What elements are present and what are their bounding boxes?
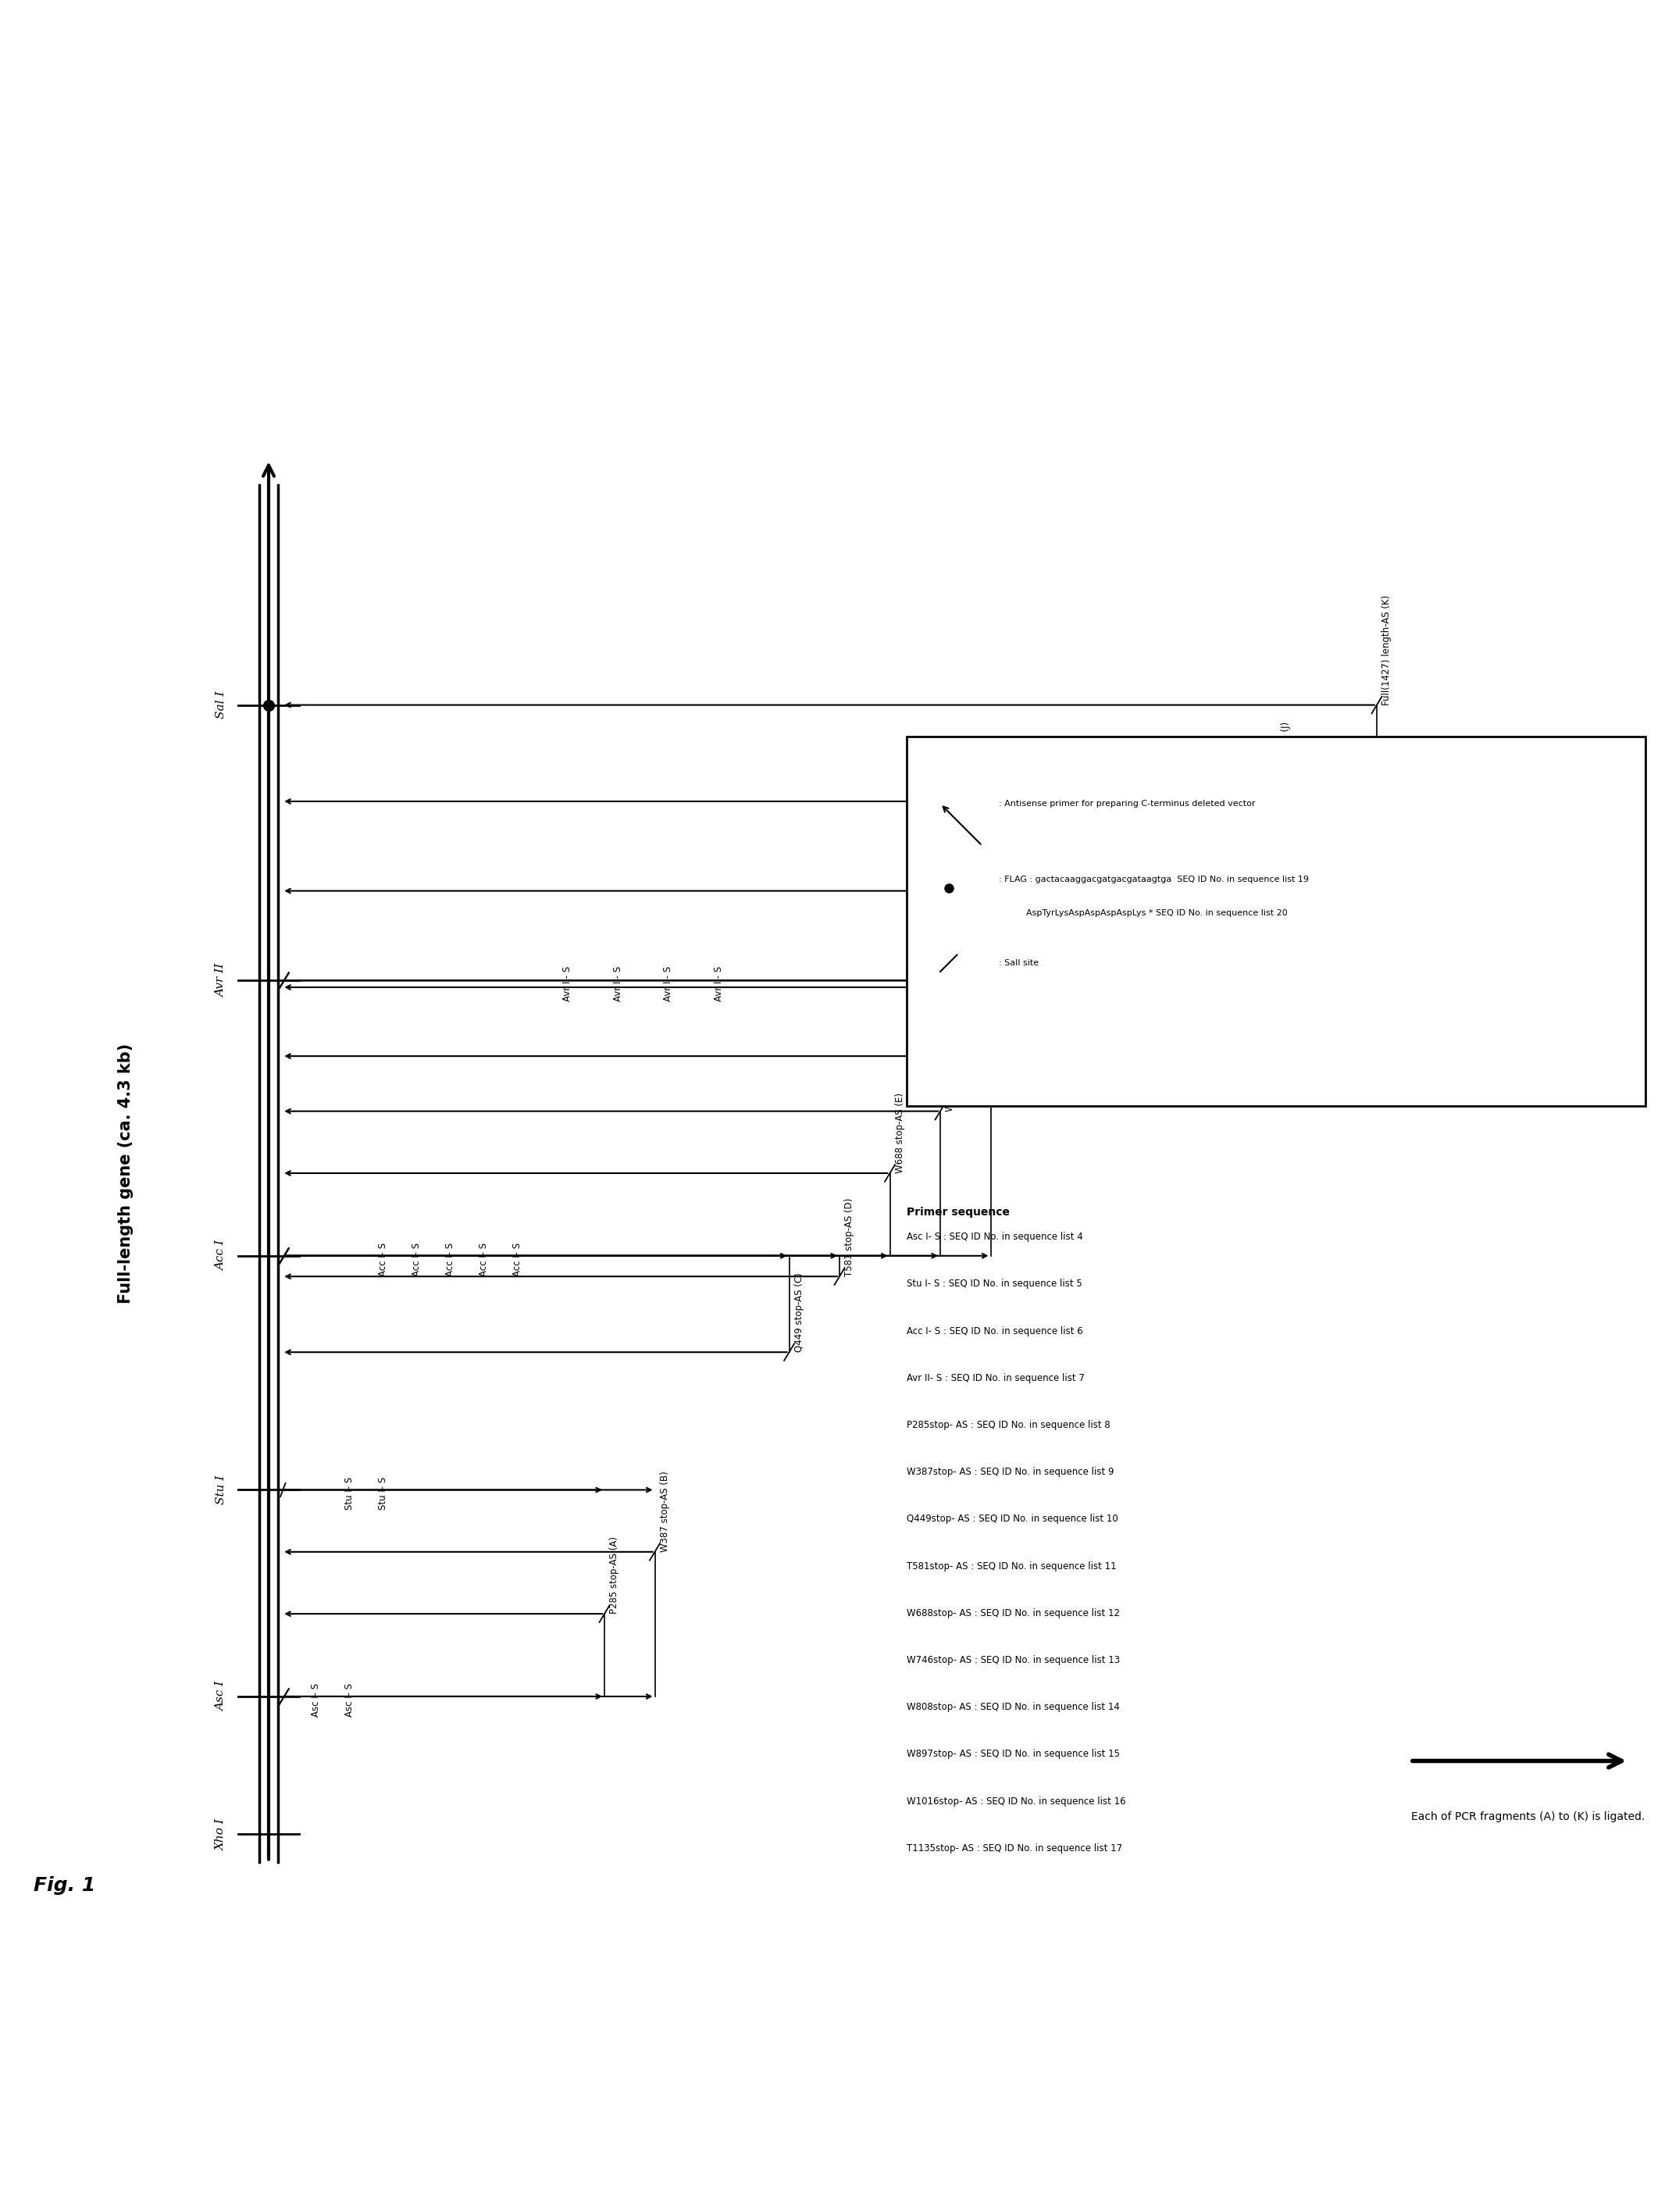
Text: Q449stop- AS : SEQ ID No. in sequence list 10: Q449stop- AS : SEQ ID No. in sequence li…	[907, 1513, 1118, 1524]
Text: W688stop- AS : SEQ ID No. in sequence list 12: W688stop- AS : SEQ ID No. in sequence li…	[907, 1608, 1120, 1619]
Text: Acc I- S: Acc I- S	[411, 1243, 421, 1276]
Text: : FLAG : gactacaaggacgatgacgataagt​ga  SEQ ID No. in sequence list 19: : FLAG : gactacaaggacgatgacgataagt​ga SE…	[999, 876, 1310, 883]
Text: T581 stop-AS (D): T581 stop-AS (D)	[845, 1199, 855, 1276]
Text: Full(1427) length-AS (K): Full(1427) length-AS (K)	[1382, 595, 1392, 706]
Text: W387 stop-AS (B): W387 stop-AS (B)	[660, 1471, 670, 1553]
Text: Sal I: Sal I	[215, 690, 227, 719]
Text: Stu I- S: Stu I- S	[378, 1478, 388, 1511]
Text: Each of PCR fragments (A) to (K) is ligated.: Each of PCR fragments (A) to (K) is liga…	[1410, 1812, 1645, 1823]
Text: P285stop- AS : SEQ ID No. in sequence list 8: P285stop- AS : SEQ ID No. in sequence li…	[907, 1420, 1110, 1431]
Text: W897stop- AS : SEQ ID No. in sequence list 15: W897stop- AS : SEQ ID No. in sequence li…	[907, 1750, 1120, 1759]
Text: Primer sequence: Primer sequence	[907, 1208, 1009, 1217]
Text: Acc I- S: Acc I- S	[479, 1243, 489, 1276]
Text: P285 stop-AS (A): P285 stop-AS (A)	[609, 1537, 620, 1615]
Text: Stu I- S : SEQ ID No. in sequence list 5: Stu I- S : SEQ ID No. in sequence list 5	[907, 1279, 1083, 1290]
Text: Acc I- S: Acc I- S	[445, 1243, 455, 1276]
Text: W897 stop-AS (H): W897 stop-AS (H)	[1080, 905, 1090, 987]
Text: Xho I: Xho I	[215, 1818, 227, 1849]
Text: Asc I- S: Asc I- S	[344, 1683, 354, 1717]
Text: W1016stop- AS : SEQ ID No. in sequence list 16: W1016stop- AS : SEQ ID No. in sequence l…	[907, 1796, 1127, 1807]
Text: W1016 stop-AS (I): W1016 stop-AS (I)	[1180, 807, 1190, 891]
Text: Asc I- S: Asc I- S	[311, 1683, 321, 1717]
Text: Avr II- S : SEQ ID No. in sequence list 7: Avr II- S : SEQ ID No. in sequence list …	[907, 1374, 1085, 1382]
Text: Q449 stop-AS (C): Q449 stop-AS (C)	[794, 1272, 804, 1352]
Text: Acc I: Acc I	[215, 1241, 227, 1272]
Text: W808 stop-AS (G): W808 stop-AS (G)	[996, 975, 1006, 1055]
Text: : Antisense primer for preparing C-terminus deleted vector: : Antisense primer for preparing C-termi…	[999, 801, 1256, 807]
Text: W808stop- AS : SEQ ID No. in sequence list 14: W808stop- AS : SEQ ID No. in sequence li…	[907, 1703, 1120, 1712]
Text: Avr II- S: Avr II- S	[663, 967, 673, 1002]
Text: Stu I: Stu I	[215, 1475, 227, 1504]
Text: Asc I- S : SEQ ID No. in sequence list 4: Asc I- S : SEQ ID No. in sequence list 4	[907, 1232, 1083, 1243]
Text: T581stop- AS : SEQ ID No. in sequence list 11: T581stop- AS : SEQ ID No. in sequence li…	[907, 1562, 1117, 1571]
Text: W746 stop-AS (F): W746 stop-AS (F)	[945, 1031, 955, 1110]
Text: T1135 stop-AS (J): T1135 stop-AS (J)	[1281, 721, 1291, 801]
Text: Avr II- S: Avr II- S	[613, 967, 623, 1002]
Text: : SalI site: : SalI site	[999, 960, 1039, 967]
Text: Acc I- S: Acc I- S	[512, 1243, 522, 1276]
Text: Acc I- S: Acc I- S	[378, 1243, 388, 1276]
Text: Acc I- S : SEQ ID No. in sequence list 6: Acc I- S : SEQ ID No. in sequence list 6	[907, 1325, 1083, 1336]
Text: W387stop- AS : SEQ ID No. in sequence list 9: W387stop- AS : SEQ ID No. in sequence li…	[907, 1467, 1113, 1478]
FancyBboxPatch shape	[907, 737, 1645, 1106]
Text: Avr II- S: Avr II- S	[714, 967, 724, 1002]
Text: Full-length gene (ca. 4.3 kb): Full-length gene (ca. 4.3 kb)	[118, 1044, 134, 1303]
Text: W746stop- AS : SEQ ID No. in sequence list 13: W746stop- AS : SEQ ID No. in sequence li…	[907, 1655, 1120, 1666]
Text: Asc I: Asc I	[215, 1681, 227, 1712]
Text: Avr II: Avr II	[215, 964, 227, 998]
Text: AspTyrLysAspAspAspAspLys * SEQ ID No. in sequence list 20: AspTyrLysAspAspAspAspLys * SEQ ID No. in…	[999, 909, 1288, 916]
Text: Fig. 1: Fig. 1	[34, 1876, 96, 1896]
Text: T1135stop- AS : SEQ ID No. in sequence list 17: T1135stop- AS : SEQ ID No. in sequence l…	[907, 1843, 1122, 1854]
Text: Stu I- S: Stu I- S	[344, 1478, 354, 1511]
Text: Avr II- S: Avr II- S	[562, 967, 573, 1002]
Text: W688 stop-AS (E): W688 stop-AS (E)	[895, 1093, 905, 1172]
